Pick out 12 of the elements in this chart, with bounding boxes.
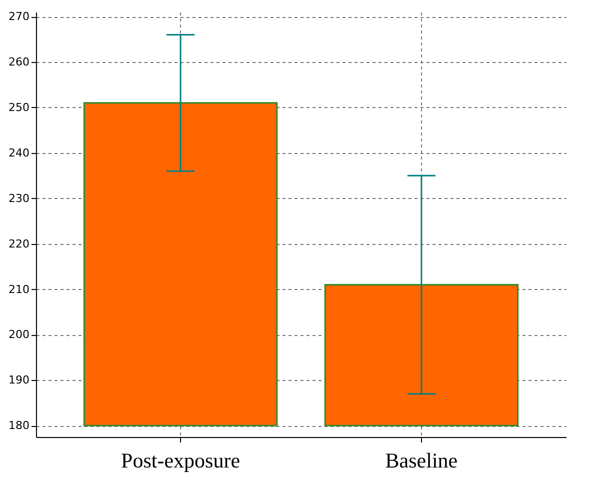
x-tick-label: Post-exposure [121, 448, 240, 472]
y-tick-label: 270 [8, 10, 30, 24]
y-tick-label: 210 [8, 282, 30, 296]
x-tick-label: Baseline [385, 448, 458, 472]
y-tick-label: 220 [8, 237, 30, 250]
y-tick-label: 250 [8, 100, 30, 114]
y-tick-label: 230 [8, 192, 30, 205]
y-tick-label: 180 [8, 419, 30, 432]
y-tick-label: 200 [8, 328, 30, 342]
y-tick-label: 190 [8, 374, 30, 387]
y-tick-label: 240 [8, 146, 30, 160]
y-tick-label: 260 [8, 56, 30, 68]
